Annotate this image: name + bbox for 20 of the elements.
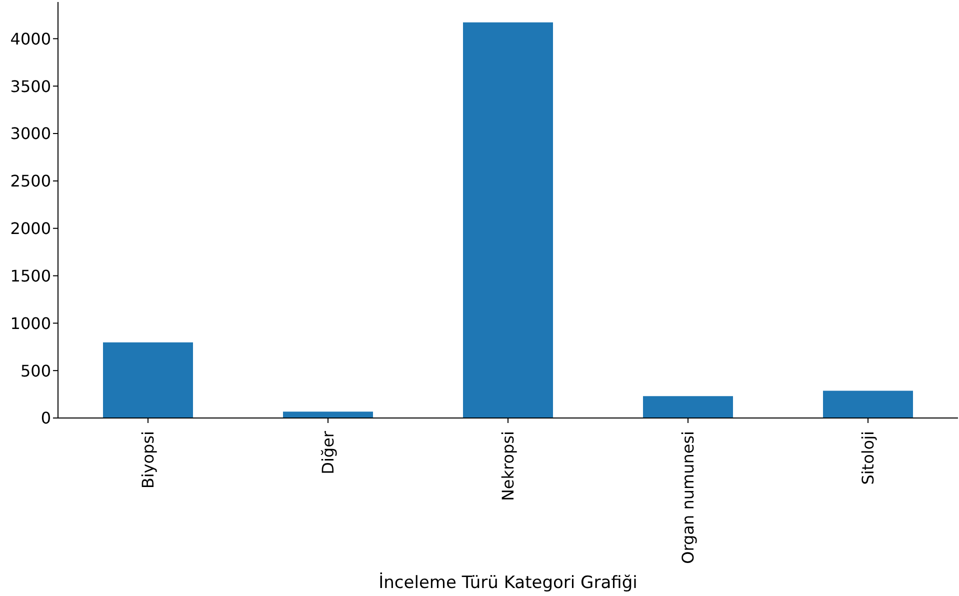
y-tick-label: 3000 bbox=[10, 124, 51, 144]
bar bbox=[463, 22, 553, 418]
bar bbox=[823, 390, 913, 418]
y-tick-label: 500 bbox=[20, 361, 51, 380]
bar bbox=[103, 342, 193, 418]
bar bbox=[283, 412, 373, 418]
y-tick-label: 3500 bbox=[10, 76, 51, 96]
y-tick-label: 0 bbox=[40, 408, 51, 428]
x-tick-label: Sitoloji bbox=[858, 431, 878, 485]
bar bbox=[643, 396, 733, 418]
x-tick-label: Biyopsi bbox=[138, 431, 158, 489]
y-tick-label: 2500 bbox=[10, 172, 51, 191]
x-tick-label: Organ numunesi bbox=[678, 431, 698, 564]
y-tick-label: 1000 bbox=[10, 314, 51, 333]
y-tick-label: 2000 bbox=[10, 219, 51, 238]
x-tick-label: Diğer bbox=[318, 430, 338, 474]
x-axis-title: İnceleme Türü Kategori Grafiği bbox=[378, 572, 638, 593]
x-tick-label: Nekropsi bbox=[498, 431, 518, 502]
y-tick-label: 1500 bbox=[10, 266, 51, 286]
y-tick-label: 4000 bbox=[10, 29, 51, 48]
